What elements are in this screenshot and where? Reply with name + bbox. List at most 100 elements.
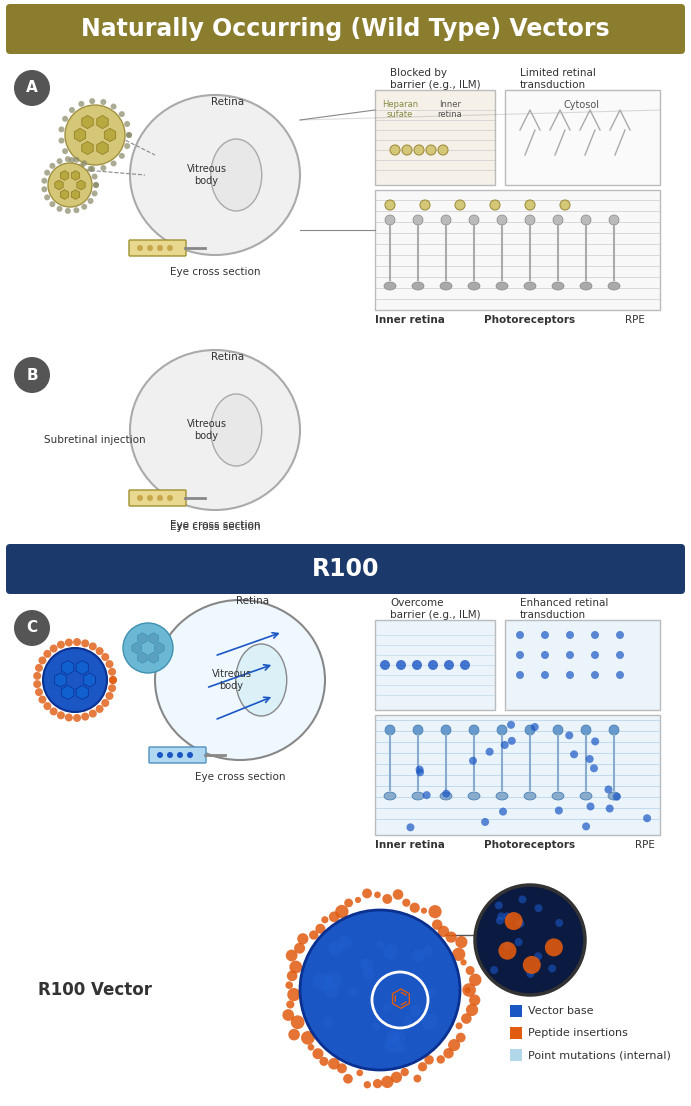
Circle shape bbox=[62, 116, 68, 122]
Circle shape bbox=[89, 643, 97, 650]
FancyBboxPatch shape bbox=[375, 190, 660, 310]
Circle shape bbox=[446, 931, 457, 942]
Text: Naturally Occurring (Wild Type) Vectors: Naturally Occurring (Wild Type) Vectors bbox=[81, 17, 610, 41]
Text: Inner
retina: Inner retina bbox=[437, 100, 462, 119]
Circle shape bbox=[157, 752, 163, 758]
Circle shape bbox=[498, 912, 505, 920]
Circle shape bbox=[363, 968, 375, 980]
Text: Eye cross section: Eye cross section bbox=[195, 772, 285, 782]
Circle shape bbox=[413, 726, 423, 735]
Text: Enhanced retinal
transduction: Enhanced retinal transduction bbox=[520, 598, 608, 619]
Circle shape bbox=[323, 1016, 333, 1026]
Circle shape bbox=[442, 790, 451, 797]
Circle shape bbox=[39, 656, 46, 665]
Text: Heparan
sufate: Heparan sufate bbox=[382, 100, 418, 119]
Circle shape bbox=[44, 650, 51, 658]
Circle shape bbox=[291, 1015, 305, 1029]
Circle shape bbox=[44, 169, 50, 176]
Circle shape bbox=[466, 1004, 478, 1016]
Circle shape bbox=[93, 182, 99, 188]
Circle shape bbox=[126, 132, 132, 138]
Circle shape bbox=[508, 737, 515, 744]
Circle shape bbox=[39, 696, 46, 703]
Circle shape bbox=[385, 726, 395, 735]
Text: RPE: RPE bbox=[635, 839, 655, 851]
Circle shape bbox=[392, 889, 404, 900]
Circle shape bbox=[643, 814, 651, 822]
Circle shape bbox=[361, 958, 373, 971]
Circle shape bbox=[395, 1043, 406, 1054]
Circle shape bbox=[111, 160, 117, 167]
FancyBboxPatch shape bbox=[375, 714, 660, 835]
Circle shape bbox=[490, 966, 498, 974]
Circle shape bbox=[124, 121, 130, 127]
Circle shape bbox=[587, 803, 594, 811]
Circle shape bbox=[460, 959, 466, 966]
Circle shape bbox=[382, 943, 399, 960]
Text: Photoreceptors: Photoreceptors bbox=[484, 839, 576, 851]
Text: Overcome
barrier (e.g., ILM): Overcome barrier (e.g., ILM) bbox=[390, 598, 481, 619]
Circle shape bbox=[337, 1063, 347, 1073]
Circle shape bbox=[535, 905, 542, 912]
Circle shape bbox=[415, 765, 424, 773]
Circle shape bbox=[44, 702, 51, 710]
Circle shape bbox=[469, 994, 480, 1005]
Circle shape bbox=[147, 246, 153, 251]
Text: B: B bbox=[26, 367, 38, 383]
Circle shape bbox=[424, 1055, 434, 1065]
Circle shape bbox=[111, 104, 117, 109]
Circle shape bbox=[157, 246, 163, 251]
Circle shape bbox=[355, 897, 361, 904]
Circle shape bbox=[590, 764, 598, 772]
Text: Inner retina: Inner retina bbox=[375, 315, 445, 325]
Text: Limited retinal
transduction: Limited retinal transduction bbox=[520, 67, 596, 90]
Circle shape bbox=[126, 132, 132, 138]
Circle shape bbox=[586, 755, 594, 763]
Circle shape bbox=[65, 713, 73, 721]
Circle shape bbox=[88, 198, 93, 204]
Circle shape bbox=[82, 160, 87, 166]
FancyBboxPatch shape bbox=[6, 544, 685, 594]
Ellipse shape bbox=[211, 394, 262, 466]
Circle shape bbox=[315, 924, 325, 933]
Circle shape bbox=[409, 1005, 421, 1016]
Ellipse shape bbox=[552, 792, 564, 800]
Text: Blocked by
barrier (e.g., ILM): Blocked by barrier (e.g., ILM) bbox=[390, 67, 481, 90]
Circle shape bbox=[309, 930, 319, 940]
Circle shape bbox=[73, 157, 79, 163]
Circle shape bbox=[616, 671, 624, 679]
Circle shape bbox=[382, 894, 392, 904]
Circle shape bbox=[147, 495, 153, 501]
Ellipse shape bbox=[211, 139, 262, 211]
Circle shape bbox=[606, 804, 614, 813]
Circle shape bbox=[425, 987, 436, 998]
FancyBboxPatch shape bbox=[129, 490, 186, 507]
Circle shape bbox=[438, 145, 448, 155]
Circle shape bbox=[287, 971, 297, 981]
Circle shape bbox=[437, 1055, 445, 1064]
Circle shape bbox=[497, 215, 507, 225]
Circle shape bbox=[591, 632, 599, 639]
FancyBboxPatch shape bbox=[149, 747, 206, 763]
Circle shape bbox=[286, 1000, 294, 1009]
Circle shape bbox=[428, 660, 438, 670]
Ellipse shape bbox=[236, 644, 287, 716]
FancyBboxPatch shape bbox=[505, 90, 660, 185]
Circle shape bbox=[35, 688, 43, 696]
Circle shape bbox=[527, 970, 534, 978]
Circle shape bbox=[362, 888, 372, 898]
Text: R100 Vector: R100 Vector bbox=[38, 981, 152, 999]
Circle shape bbox=[501, 741, 509, 749]
Circle shape bbox=[93, 182, 99, 188]
Circle shape bbox=[518, 896, 527, 904]
Circle shape bbox=[464, 987, 471, 993]
Circle shape bbox=[469, 757, 477, 764]
Circle shape bbox=[81, 712, 89, 721]
Circle shape bbox=[325, 971, 343, 989]
Circle shape bbox=[187, 752, 193, 758]
Circle shape bbox=[43, 648, 107, 712]
Bar bbox=[510, 1048, 522, 1061]
Circle shape bbox=[396, 660, 406, 670]
Circle shape bbox=[380, 660, 390, 670]
Circle shape bbox=[386, 1030, 401, 1044]
